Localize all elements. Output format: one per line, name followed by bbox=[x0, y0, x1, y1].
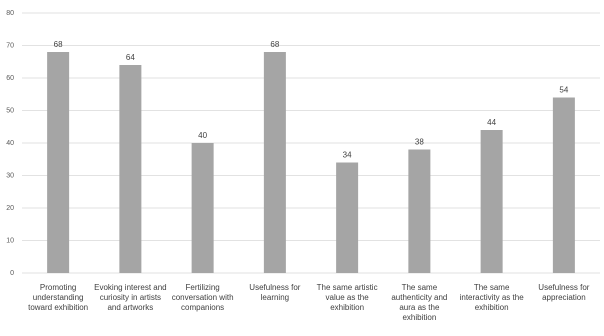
x-tick-label: Usefulness for appreciation bbox=[538, 283, 590, 302]
bar bbox=[480, 130, 503, 273]
x-tick-label: Promoting understanding toward exhibitio… bbox=[28, 283, 89, 312]
y-tick-label: 80 bbox=[6, 10, 14, 17]
x-tick-label: The same artistic value as the exhibitio… bbox=[316, 283, 378, 312]
x-tick-label: Evoking interest and curiosity in artist… bbox=[94, 283, 167, 312]
data-label: 64 bbox=[126, 53, 135, 62]
data-label: 44 bbox=[487, 118, 496, 127]
y-tick-label: 60 bbox=[6, 75, 14, 82]
data-label: 68 bbox=[270, 40, 279, 49]
y-tick-label: 50 bbox=[6, 107, 14, 114]
y-tick-label: 20 bbox=[6, 205, 14, 212]
x-tick-label: Fertilizing conversation with companions bbox=[171, 283, 234, 312]
y-tick-label: 70 bbox=[6, 42, 14, 49]
bar bbox=[408, 149, 431, 273]
bar bbox=[336, 162, 359, 273]
bar bbox=[47, 52, 70, 273]
y-tick-label: 30 bbox=[6, 172, 14, 179]
data-label: 54 bbox=[559, 86, 568, 95]
y-tick-label: 40 bbox=[6, 140, 14, 147]
y-tick-label: 0 bbox=[10, 270, 14, 277]
bar bbox=[119, 65, 142, 273]
data-label: 40 bbox=[198, 131, 207, 140]
y-tick-label: 10 bbox=[6, 237, 14, 244]
bar bbox=[263, 52, 286, 273]
data-label: 68 bbox=[54, 40, 63, 49]
x-tick-label: Usefulness for learning bbox=[249, 283, 301, 302]
bar bbox=[191, 143, 214, 273]
x-tick-label: The same interactivity as the exhibition bbox=[459, 283, 524, 312]
data-label: 34 bbox=[343, 151, 352, 160]
bar bbox=[552, 97, 575, 273]
data-label: 38 bbox=[415, 138, 424, 147]
x-tick-label: The same authenticity and aura as the ex… bbox=[391, 283, 448, 322]
